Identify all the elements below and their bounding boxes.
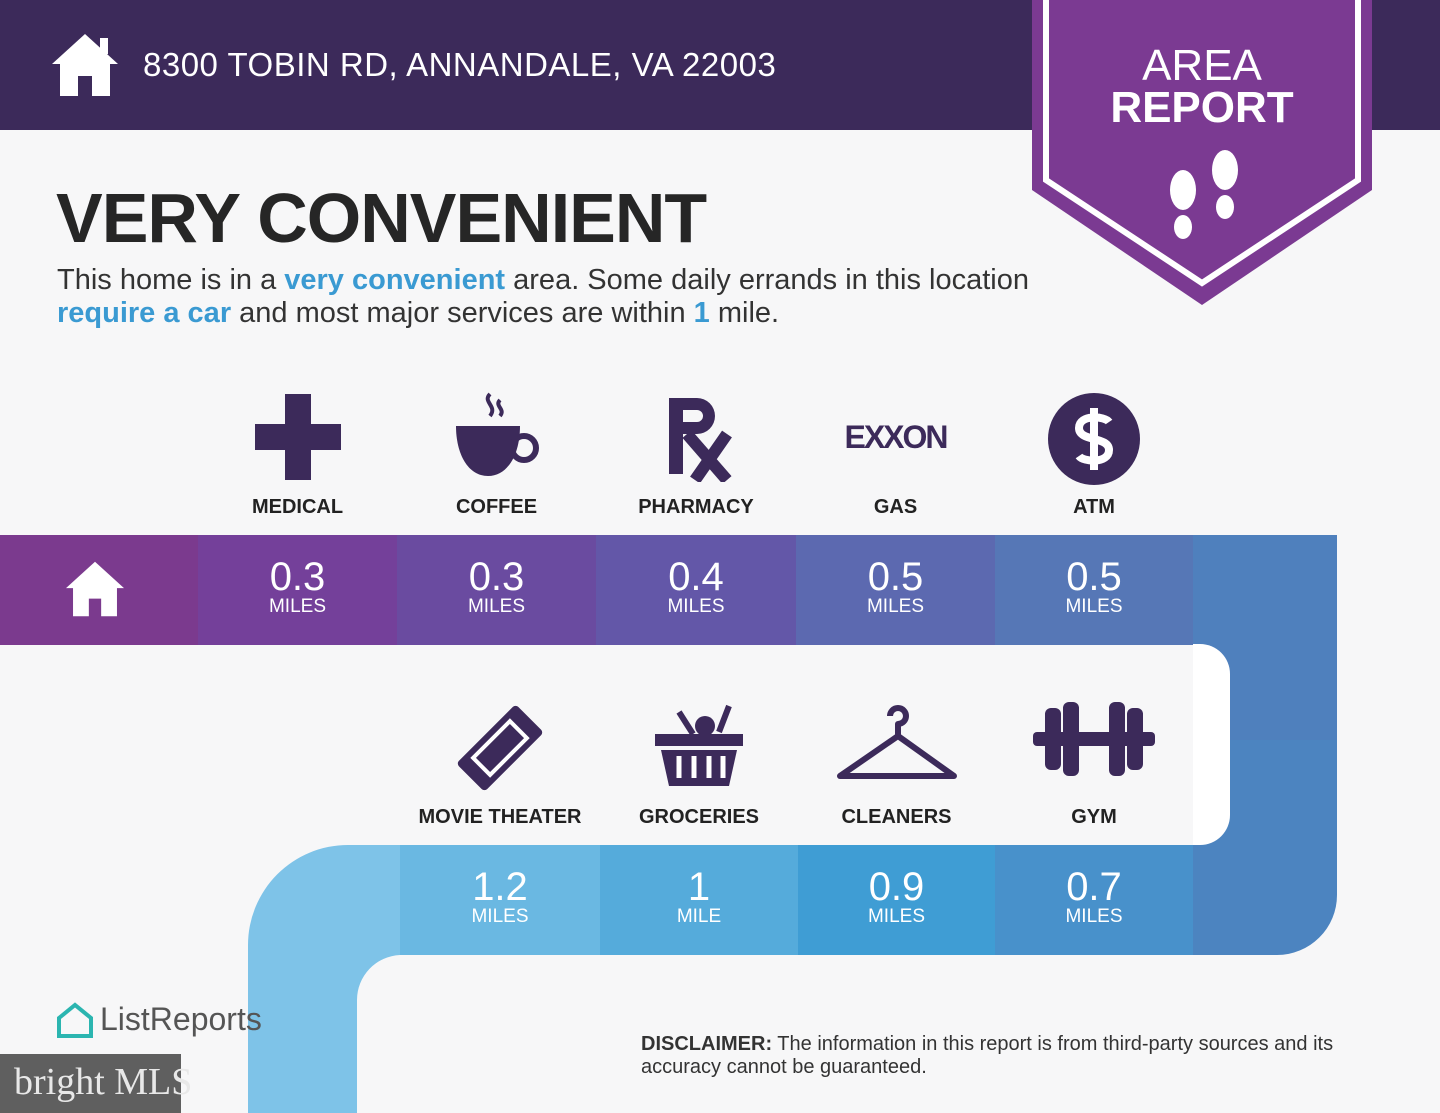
distance-value: 0.5	[1066, 555, 1122, 599]
exxon-logo-text: EXXON	[844, 419, 948, 455]
hanger-icon	[797, 700, 997, 795]
distance-cell: 1.2 MILES	[400, 845, 600, 955]
home-icon	[52, 34, 118, 96]
listreports-brand: ListReports	[100, 1001, 262, 1037]
category-label: MOVIE THEATER	[418, 806, 582, 828]
category-label: CLEANERS	[841, 806, 952, 828]
coffee-cup-icon	[397, 392, 597, 487]
category-label: GROCERIES	[638, 806, 760, 828]
distance-value: 0.5	[867, 555, 924, 599]
distance-value: 1	[687, 865, 711, 909]
distance-value: 0.3	[468, 555, 525, 599]
distance-cell: 0.9 MILES	[798, 845, 995, 955]
distance-unit: MILES	[1065, 906, 1123, 927]
distance-cell: 0.7 MILES	[995, 845, 1193, 955]
distance-unit: MILES	[471, 906, 529, 927]
category-label: PHARMACY	[638, 496, 754, 518]
footprints-icon	[1170, 150, 1238, 239]
route-path	[248, 535, 1337, 1113]
convenience-rating-title: VERY CONVENIENT	[56, 179, 707, 257]
distance-unit: MILES	[667, 596, 725, 617]
distance-value: 1.2	[472, 865, 528, 909]
listreports-logo-icon	[57, 1002, 93, 1038]
area-report-badge	[1032, 0, 1372, 305]
distance-value: 0.7	[1066, 865, 1122, 909]
home-icon	[66, 561, 124, 617]
distance-cell: 1 MILE	[600, 845, 798, 955]
distance-cell: 0.3 MILES	[397, 535, 596, 645]
medical-cross-icon	[198, 392, 398, 487]
distance-unit: MILES	[467, 596, 526, 617]
distance-unit: MILES	[866, 596, 925, 617]
basket-icon	[599, 700, 799, 795]
ticket-icon	[400, 700, 600, 801]
distance-unit: MILE	[676, 906, 722, 927]
watermark-text: bright MLS	[14, 1061, 193, 1103]
distance-unit: MILES	[1065, 596, 1123, 617]
distance-value: 0.9	[868, 865, 925, 909]
category-label: GAS	[873, 496, 918, 518]
property-address: 8300 TOBIN RD, ANNANDALE, VA 22003	[143, 46, 777, 83]
bright-mls-watermark	[0, 1054, 181, 1113]
convenience-description: This home is in a very convenient area. …	[57, 264, 1029, 329]
dollar-icon	[994, 392, 1194, 491]
rx-icon	[596, 392, 796, 487]
distance-cell: 0.3 MILES	[198, 535, 397, 645]
category-label: GYM	[1071, 806, 1117, 828]
dumbbell-icon	[994, 700, 1194, 785]
category-label: COFFEE	[455, 496, 538, 518]
distance-unit: MILES	[867, 906, 926, 927]
exxon-logo: EXXON	[796, 392, 996, 482]
badge-title: AREA REPORT	[1110, 41, 1294, 132]
distance-cell: 0.5 MILES	[796, 535, 995, 645]
distance-value: 0.4	[668, 555, 724, 599]
category-label: ATM	[1073, 496, 1115, 518]
disclaimer: DISCLAIMER: The information in this repo…	[641, 1033, 1334, 1078]
distance-unit: MILES	[268, 596, 327, 617]
distance-cell: 0.4 MILES	[596, 535, 796, 645]
distance-cell: 0.5 MILES	[995, 535, 1193, 645]
distance-value: 0.3	[269, 555, 326, 599]
category-label: MEDICAL	[251, 496, 344, 518]
